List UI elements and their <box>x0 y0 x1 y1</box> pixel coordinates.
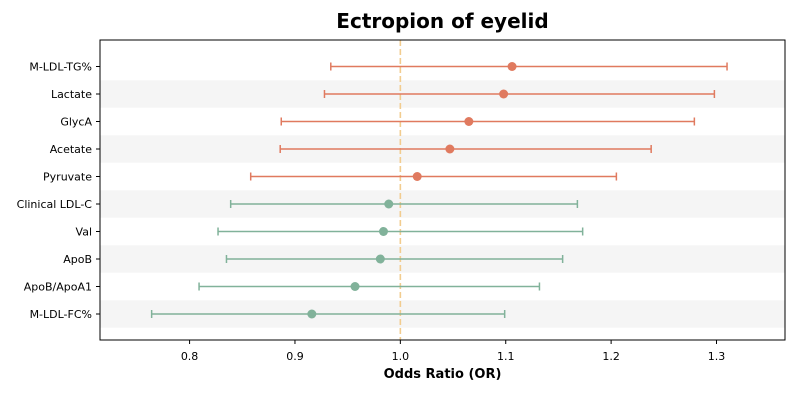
y-tick-label: Val <box>76 226 92 239</box>
point-estimate <box>499 89 509 99</box>
y-tick-label: M-LDL-FC% <box>30 308 92 321</box>
y-tick-label: GlycA <box>60 116 92 129</box>
point-estimate <box>507 62 517 71</box>
x-tick-label: 1.0 <box>392 350 410 363</box>
point-estimate <box>412 172 422 181</box>
y-tick-label: ApoB/ApoA1 <box>24 281 92 294</box>
y-tick-label: ApoB <box>63 253 92 266</box>
point-estimate <box>375 254 385 264</box>
x-tick-label: 1.2 <box>602 350 620 363</box>
plot-frame <box>99 39 786 341</box>
point-estimate <box>378 227 388 236</box>
x-tick-label: 0.9 <box>286 350 304 363</box>
x-tick-label: 1.3 <box>708 350 726 363</box>
y-tick-label: Acetate <box>50 143 93 156</box>
y-tick-label: M-LDL-TG% <box>29 61 92 74</box>
y-tick-label: Pyruvate <box>43 171 92 184</box>
point-estimate <box>307 309 317 319</box>
x-axis-label: Odds Ratio (OR) <box>383 367 502 382</box>
point-estimate <box>350 282 360 291</box>
chart-title: Ectropion of eyelid <box>336 9 549 33</box>
point-estimate <box>464 117 474 126</box>
x-tick-label: 1.1 <box>497 350 515 363</box>
y-tick-label: Lactate <box>51 88 92 101</box>
point-estimate <box>445 144 455 154</box>
y-tick-label: Clinical LDL-C <box>17 198 93 211</box>
point-estimate <box>384 199 394 209</box>
x-tick-label: 0.8 <box>181 350 199 363</box>
